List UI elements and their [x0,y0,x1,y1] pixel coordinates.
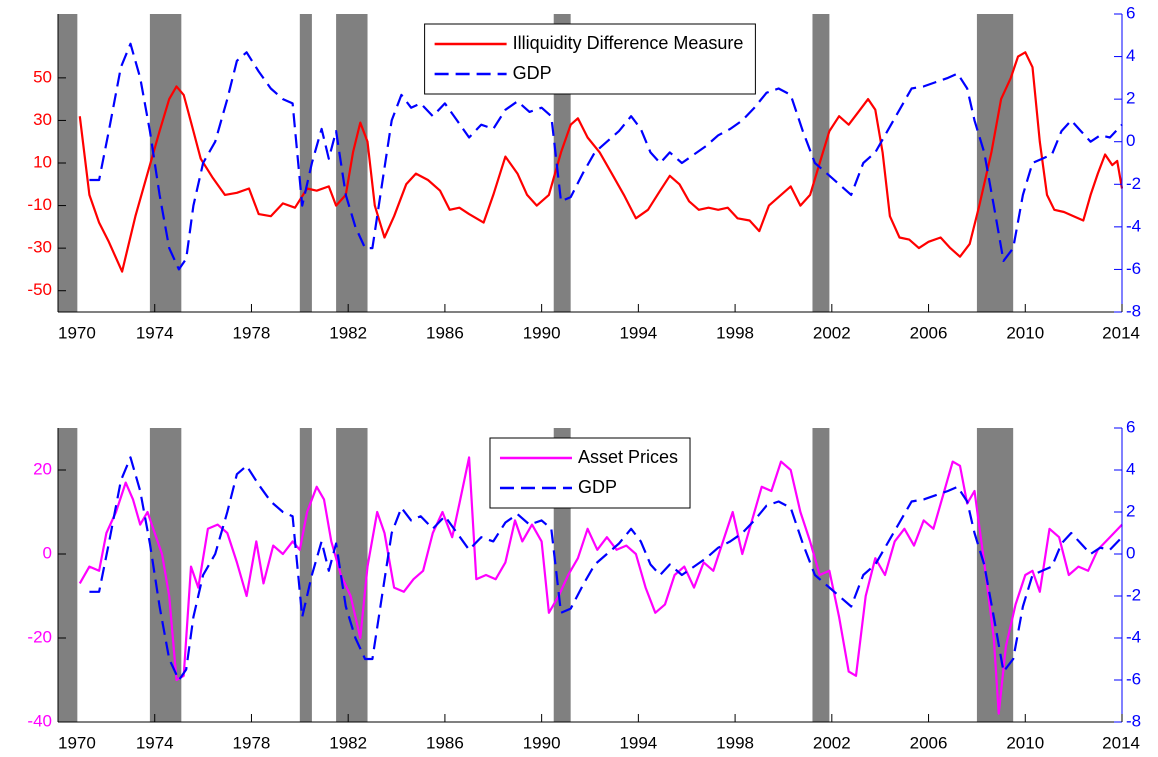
legend-box [489,437,691,509]
y-tick-label: 0 [43,543,52,562]
y2-tick-label: -6 [1126,669,1141,688]
x-tick-label: 2014 [1102,323,1140,342]
y2-tick-label: -4 [1126,216,1141,235]
y2-tick-label: 0 [1126,131,1135,150]
x-tick-label: 1998 [716,733,754,752]
shaded-period [58,428,78,722]
x-tick-label: 2010 [1006,323,1044,342]
x-tick-label: 1982 [329,323,367,342]
series-line [89,42,1123,271]
shaded-period [976,14,1014,312]
x-tick-label: 1986 [426,733,464,752]
y2-tick-label: -8 [1126,301,1141,320]
shaded-period [149,14,182,312]
legend-label: Illiquidity Difference Measure [513,33,744,53]
x-tick-label: 1994 [619,323,657,342]
shaded-period [812,14,830,312]
legend-box [424,23,756,95]
y-tick-label: -50 [27,280,52,299]
x-tick-label: 1990 [523,323,561,342]
series-line [89,456,1123,682]
y-tick-label: 50 [33,67,52,86]
y2-tick-label: 4 [1126,459,1135,478]
y2-tick-label: -4 [1126,627,1141,646]
legend-label: Asset Prices [578,447,678,467]
shaded-period [58,14,78,312]
shaded-period [299,428,312,722]
x-tick-label: 1978 [233,733,271,752]
y2-tick-label: -2 [1126,585,1141,604]
x-tick-label: 1978 [233,323,271,342]
x-tick-label: 1974 [136,733,174,752]
x-tick-label: 1994 [619,733,657,752]
shaded-period [976,428,1014,722]
x-tick-label: 2002 [813,323,851,342]
x-tick-label: 1998 [716,323,754,342]
x-tick-label: 2006 [910,733,948,752]
x-tick-label: 1982 [329,733,367,752]
y2-tick-label: -8 [1126,711,1141,730]
legend-label: GDP [513,63,552,83]
x-tick-label: 2010 [1006,733,1044,752]
series-line [78,456,1123,715]
y-tick-label: -20 [27,627,52,646]
legend: Asset Prices GDP [489,437,691,509]
x-tick-label: 1970 [58,323,96,342]
y2-tick-label: -2 [1126,174,1141,193]
y2-tick-label: 4 [1126,46,1135,65]
x-tick-label: 1986 [426,323,464,342]
y-tick-label: -10 [27,195,52,214]
legend: Illiquidity Difference Measure GDP [424,23,756,95]
y-tick-label: -40 [27,711,52,730]
panel: -50 -30 -10 10 30 50 -8 -6 -4 -2 0 2 4 6 1970 1974 1978 1… [27,3,1141,342]
x-tick-label: 1970 [58,733,96,752]
y-tick-label: 20 [33,459,52,478]
x-tick-label: 2002 [813,733,851,752]
series-line [78,51,1124,273]
y2-tick-label: 6 [1126,3,1135,22]
y-tick-label: 10 [33,152,52,171]
legend-label: GDP [578,477,617,497]
x-tick-label: 2006 [910,323,948,342]
y2-tick-label: -6 [1126,259,1141,278]
y2-tick-label: 2 [1126,501,1135,520]
y2-tick-label: 2 [1126,89,1135,108]
y2-tick-label: 6 [1126,417,1135,436]
x-tick-label: 1974 [136,323,174,342]
x-tick-label: 2014 [1102,733,1140,752]
shaded-period [299,14,312,312]
y-tick-label: -30 [27,238,52,257]
x-tick-label: 1990 [523,733,561,752]
y-tick-label: 30 [33,110,52,129]
y2-tick-label: 0 [1126,543,1135,562]
